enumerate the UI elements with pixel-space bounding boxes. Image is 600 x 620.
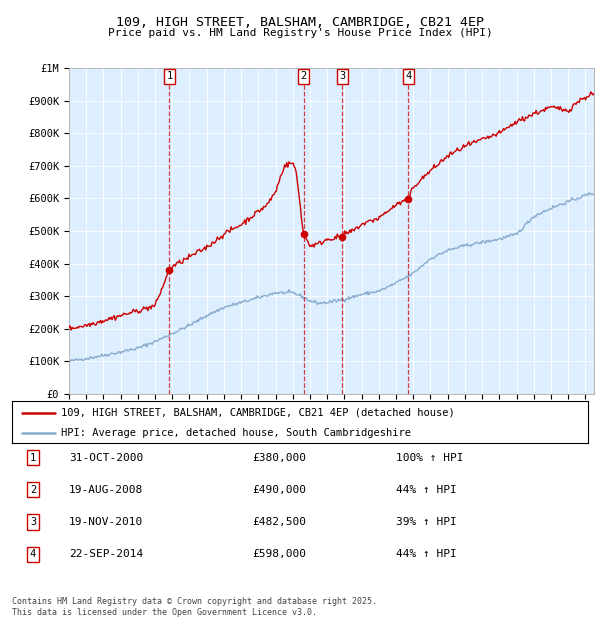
Text: 1: 1 xyxy=(30,453,36,463)
Text: 3: 3 xyxy=(339,71,346,81)
Text: 1: 1 xyxy=(166,71,172,81)
Text: 4: 4 xyxy=(406,71,412,81)
Text: Contains HM Land Registry data © Crown copyright and database right 2025.
This d: Contains HM Land Registry data © Crown c… xyxy=(12,598,377,617)
Text: 109, HIGH STREET, BALSHAM, CAMBRIDGE, CB21 4EP: 109, HIGH STREET, BALSHAM, CAMBRIDGE, CB… xyxy=(116,16,484,29)
Text: £598,000: £598,000 xyxy=(252,549,306,559)
Text: 3: 3 xyxy=(30,517,36,527)
Text: £490,000: £490,000 xyxy=(252,485,306,495)
Text: 2: 2 xyxy=(30,485,36,495)
Text: HPI: Average price, detached house, South Cambridgeshire: HPI: Average price, detached house, Sout… xyxy=(61,428,411,438)
Text: 109, HIGH STREET, BALSHAM, CAMBRIDGE, CB21 4EP (detached house): 109, HIGH STREET, BALSHAM, CAMBRIDGE, CB… xyxy=(61,408,455,418)
Text: 2: 2 xyxy=(301,71,307,81)
Text: 39% ↑ HPI: 39% ↑ HPI xyxy=(396,517,457,527)
Text: 22-SEP-2014: 22-SEP-2014 xyxy=(69,549,143,559)
Text: £380,000: £380,000 xyxy=(252,453,306,463)
Text: 100% ↑ HPI: 100% ↑ HPI xyxy=(396,453,464,463)
Text: 31-OCT-2000: 31-OCT-2000 xyxy=(69,453,143,463)
Text: 4: 4 xyxy=(30,549,36,559)
Text: Price paid vs. HM Land Registry's House Price Index (HPI): Price paid vs. HM Land Registry's House … xyxy=(107,28,493,38)
Text: 19-AUG-2008: 19-AUG-2008 xyxy=(69,485,143,495)
Text: 19-NOV-2010: 19-NOV-2010 xyxy=(69,517,143,527)
Text: 44% ↑ HPI: 44% ↑ HPI xyxy=(396,549,457,559)
Text: £482,500: £482,500 xyxy=(252,517,306,527)
Text: 44% ↑ HPI: 44% ↑ HPI xyxy=(396,485,457,495)
